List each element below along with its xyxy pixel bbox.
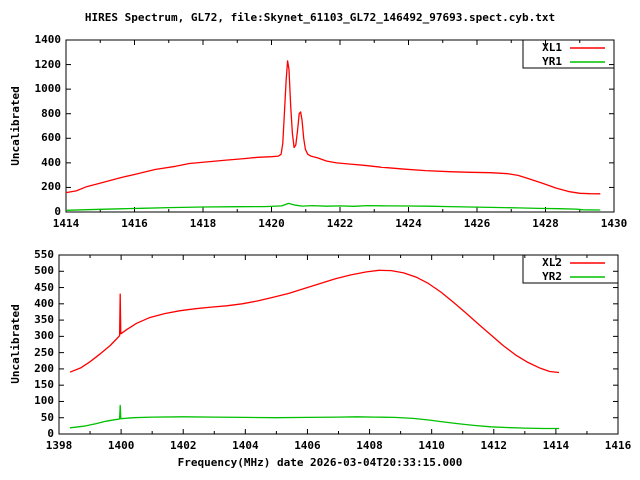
x-axis-label: Frequency(MHz) date 2026-03-04T20:33:15.… bbox=[177, 456, 463, 469]
series-line-XL1 bbox=[65, 60, 601, 195]
y-tick-label: 150 bbox=[34, 378, 54, 392]
y-tick-label: 100 bbox=[34, 394, 54, 408]
y-tick-label: 400 bbox=[34, 296, 54, 310]
x-tick-label: 1418 bbox=[189, 217, 217, 230]
y-tick-label: 500 bbox=[34, 264, 54, 278]
x-tick-label: 1398 bbox=[45, 439, 73, 452]
y-tick-label: 1400 bbox=[34, 33, 62, 46]
series-line-YR1 bbox=[65, 202, 601, 211]
y-tick-label: 400 bbox=[41, 155, 61, 169]
y-tick-label: 1200 bbox=[34, 57, 62, 71]
legend-box bbox=[522, 39, 615, 69]
y-tick-label: 300 bbox=[34, 329, 54, 343]
series-line-XL2 bbox=[69, 269, 560, 374]
x-tick-label: 1406 bbox=[294, 439, 321, 452]
y-tick-label: 350 bbox=[34, 313, 54, 327]
x-tick-label: 1414 bbox=[542, 439, 570, 452]
legend-label-XL1: XL1 bbox=[542, 41, 562, 54]
x-tick-label: 1420 bbox=[258, 217, 285, 230]
x-tick-label: 1408 bbox=[356, 439, 383, 452]
x-tick-label: 1422 bbox=[326, 217, 354, 230]
legend-label-YR1: YR1 bbox=[542, 55, 562, 68]
y-tick-label: 50 bbox=[40, 410, 54, 424]
x-tick-label: 1404 bbox=[232, 439, 259, 452]
y-tick-label: 1000 bbox=[34, 82, 62, 96]
y-tick-label: 450 bbox=[34, 280, 54, 294]
x-tick-label: 1400 bbox=[107, 439, 135, 452]
y-tick-label: 200 bbox=[34, 361, 54, 375]
legend-box bbox=[522, 254, 619, 284]
x-tick-label: 1402 bbox=[169, 439, 197, 452]
x-tick-label: 1416 bbox=[604, 439, 632, 452]
y-tick-label: 0 bbox=[54, 205, 61, 218]
y-tick-label: 200 bbox=[41, 180, 61, 194]
x-tick-label: 1414 bbox=[52, 217, 80, 230]
chart-title: HIRES Spectrum, GL72, file:Skynet_61103_… bbox=[84, 11, 556, 24]
x-tick-label: 1412 bbox=[480, 439, 508, 452]
x-tick-label: 1410 bbox=[418, 439, 445, 452]
y-tick-label: 250 bbox=[34, 345, 54, 359]
x-tick-label: 1424 bbox=[395, 217, 422, 230]
x-tick-label: 1430 bbox=[600, 217, 628, 230]
y-tick-label: 800 bbox=[41, 106, 61, 120]
y-tick-label: 600 bbox=[41, 131, 61, 145]
series-line-YR2 bbox=[69, 404, 559, 430]
x-tick-label: 1426 bbox=[463, 217, 491, 230]
x-tick-label: 1416 bbox=[121, 217, 148, 230]
legend-label-XL2: XL2 bbox=[542, 256, 562, 269]
legend-label-YR2: YR2 bbox=[542, 270, 562, 283]
y-tick-label: 550 bbox=[34, 248, 54, 261]
y-tick-label: 0 bbox=[47, 427, 54, 440]
x-tick-label: 1428 bbox=[532, 217, 559, 230]
